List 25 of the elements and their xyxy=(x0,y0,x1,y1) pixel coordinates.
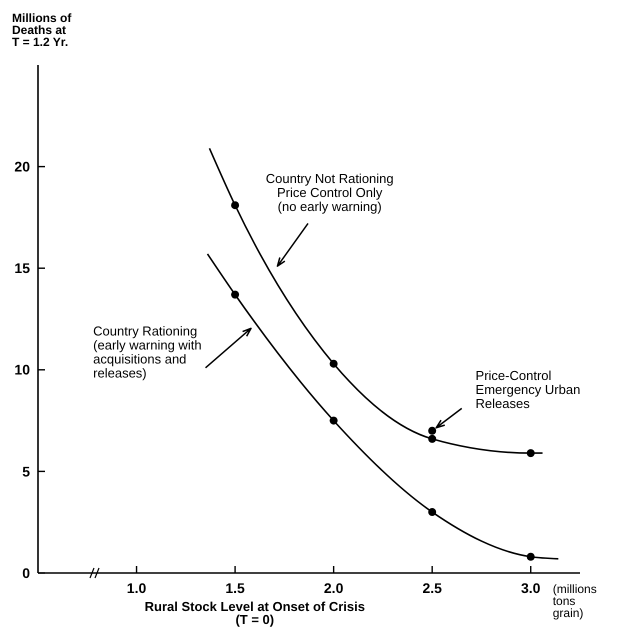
y-axis-title: Millions of Deaths at T = 1.2 Yr. xyxy=(12,11,72,49)
point xyxy=(330,360,338,368)
y-tick-label: 10 xyxy=(14,362,30,378)
x-axis-title: Rural Stock Level at Onset of Crisis (T = 0) xyxy=(144,599,365,627)
x-tick-label: 1.5 xyxy=(225,580,246,596)
x-tick-label: 1.0 xyxy=(126,580,146,596)
x-tick-label: 3.0 xyxy=(520,580,541,596)
x-tick-label: 2.5 xyxy=(422,580,442,596)
point xyxy=(428,508,436,516)
point xyxy=(231,201,240,210)
point xyxy=(428,434,436,443)
text: (millions tons grain) xyxy=(552,582,597,620)
y-tick-label: 20 xyxy=(14,158,30,174)
x-tick-label: 2.0 xyxy=(324,580,344,596)
annotation: Price-Control Emergency Urban Releases xyxy=(476,368,580,411)
annotation: Country Not Rationing Price Control Only (no early warning) xyxy=(266,170,394,214)
point xyxy=(330,416,338,425)
point xyxy=(526,449,535,458)
point xyxy=(526,552,535,561)
annotation: Country Rationing (early warning with acquisitions and releases) xyxy=(93,323,202,380)
y-tick-label: 0 xyxy=(22,564,30,581)
y-tick-label: 5 xyxy=(22,463,30,480)
y-tick-label: 15 xyxy=(14,260,30,276)
point xyxy=(231,290,240,299)
point xyxy=(428,426,436,435)
